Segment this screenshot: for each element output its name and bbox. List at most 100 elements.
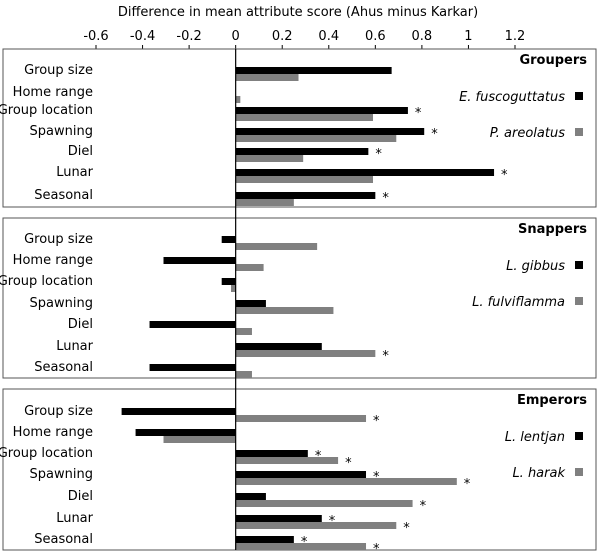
- legend-label-l-lentjan: L. lentjan: [505, 430, 565, 445]
- bar-snappers-l-gibbus-diel: [149, 321, 236, 328]
- category-label-group-size: Group size: [24, 232, 93, 247]
- bar-groupers-p-areolatus-seasonal: [235, 199, 294, 206]
- category-label-lunar: Lunar: [56, 511, 93, 526]
- category-label-diel: Diel: [68, 489, 93, 504]
- bar-snappers-l-gibbus-lunar: [235, 343, 322, 350]
- legend-swatch-l-harak: [575, 468, 583, 476]
- bar-snappers-l-gibbus-home-range: [163, 257, 236, 264]
- legend-label-l-harak: L. harak: [512, 466, 565, 481]
- x-tick-label-0: 0: [232, 29, 240, 44]
- significance-marker: *: [415, 106, 422, 121]
- x-axis-ticks: -0.6 -0.4 -0.2 0 0.2 0.4 0.6 0.8 1 1.2: [83, 29, 525, 49]
- category-label-group-size: Group size: [24, 404, 93, 419]
- bar-emperors-l-harak-spawning: [235, 478, 457, 485]
- significance-marker: *: [373, 470, 380, 485]
- bar-snappers-l-gibbus-group-location: [221, 278, 236, 285]
- category-label-diel: Diel: [68, 144, 93, 159]
- legend-label-l-fulviflamma: L. fulviflamma: [472, 295, 565, 310]
- legend-label-p-areolatus: P. areolatus: [490, 126, 565, 141]
- significance-marker: *: [375, 147, 382, 162]
- legend-swatch-l-gibbus: [575, 261, 583, 269]
- bar-emperors-l-harak-lunar: [235, 522, 397, 529]
- bar-emperors-l-lentjan-spawning: [235, 471, 367, 478]
- significance-marker: *: [373, 542, 380, 553]
- significance-marker: *: [501, 168, 508, 183]
- bar-emperors-l-lentjan-diel: [235, 493, 266, 500]
- bar-groupers-p-areolatus-spawning: [235, 135, 397, 142]
- category-label-group-location: Group location: [0, 446, 93, 461]
- panel-frame: [2, 217, 597, 379]
- significance-marker: *: [403, 521, 410, 536]
- significance-marker: *: [373, 414, 380, 429]
- legend-label-l-gibbus: L. gibbus: [506, 259, 565, 274]
- bar-snappers-l-fulviflamma-diel: [235, 328, 252, 335]
- legend-swatch-e-fuscoguttatus: [575, 92, 583, 100]
- panel-snappers: Snappers L. gibbus L. fulviflamma Group siz…: [0, 217, 597, 379]
- bar-emperors-l-lentjan-home-range: [135, 429, 236, 436]
- category-label-group-location: Group location: [0, 274, 93, 289]
- bar-emperors-l-harak-diel: [235, 500, 413, 507]
- x-tick-label-0-2: 0.2: [272, 29, 293, 44]
- category-label-lunar: Lunar: [56, 339, 93, 354]
- panel-title: Snappers: [518, 222, 587, 237]
- category-label-lunar: Lunar: [56, 165, 93, 180]
- panel-emperors: Emperors L. lentjan L. harak Group size * Hom…: [0, 388, 597, 553]
- bar-groupers-p-areolatus-diel: [235, 155, 304, 162]
- bar-emperors-l-harak-home-range: [163, 436, 236, 443]
- category-label-spawning: Spawning: [30, 467, 93, 482]
- bar-emperors-l-lentjan-seasonal: [235, 536, 294, 543]
- category-label-seasonal: Seasonal: [34, 532, 93, 547]
- panel-title: Emperors: [517, 393, 587, 408]
- category-label-home-range: Home range: [13, 253, 93, 268]
- significance-marker: *: [382, 349, 389, 364]
- bar-groupers-e-fuscoguttatus-spawning: [235, 128, 425, 135]
- bar-snappers-l-fulviflamma-spawning: [235, 307, 334, 314]
- bar-groupers-p-areolatus-group-size: [235, 74, 299, 81]
- category-label-spawning: Spawning: [30, 296, 93, 311]
- significance-marker: *: [420, 499, 427, 514]
- bar-emperors-l-harak-group-size: [235, 415, 367, 422]
- panels: Groupers E. fuscoguttatus P. areolatus Grou…: [0, 48, 597, 553]
- bar-snappers-l-gibbus-seasonal: [149, 364, 236, 371]
- significance-marker: *: [315, 449, 322, 464]
- category-label-seasonal: Seasonal: [34, 360, 93, 375]
- bar-snappers-l-gibbus-spawning: [235, 300, 266, 307]
- x-tick-label-0-8: 0.8: [412, 29, 433, 44]
- category-label-seasonal: Seasonal: [34, 188, 93, 203]
- x-tick-label-0-2: -0.2: [176, 29, 201, 44]
- bar-snappers-l-gibbus-group-size: [221, 236, 236, 243]
- bar-groupers-e-fuscoguttatus-seasonal: [235, 192, 376, 199]
- bar-snappers-l-fulviflamma-home-range: [235, 264, 264, 271]
- category-label-home-range: Home range: [13, 425, 93, 440]
- panel-title: Groupers: [519, 53, 587, 68]
- x-tick-label-0-4: 0.4: [318, 29, 339, 44]
- significance-marker: *: [329, 514, 336, 529]
- bar-groupers-p-areolatus-group-location: [235, 114, 374, 121]
- bar-emperors-l-lentjan-group-size: [121, 408, 236, 415]
- x-tick-label-1: 1: [464, 29, 472, 44]
- legend-swatch-p-areolatus: [575, 128, 583, 136]
- panel-groupers: Groupers E. fuscoguttatus P. areolatus Grou…: [0, 48, 597, 208]
- category-label-spawning: Spawning: [30, 124, 93, 139]
- bar-emperors-l-lentjan-lunar: [235, 515, 322, 522]
- bar-groupers-e-fuscoguttatus-diel: [235, 148, 369, 155]
- significance-marker: *: [464, 477, 471, 492]
- x-tick-label-0-6: 0.6: [365, 29, 386, 44]
- bar-snappers-l-fulviflamma-seasonal: [235, 371, 252, 378]
- legend-swatch-l-lentjan: [575, 432, 583, 440]
- category-label-group-location: Group location: [0, 103, 93, 118]
- bar-snappers-l-fulviflamma-group-location: [231, 285, 236, 292]
- category-label-home-range: Home range: [13, 85, 93, 100]
- x-tick-label-0-6: -0.6: [83, 29, 108, 44]
- x-axis-title: Difference in mean attribute score (Ahus…: [118, 5, 478, 20]
- bar-emperors-l-harak-seasonal: [235, 543, 367, 550]
- significance-marker: *: [382, 191, 389, 206]
- bar-groupers-e-fuscoguttatus-group-location: [235, 107, 408, 114]
- bar-groupers-e-fuscoguttatus-lunar: [235, 169, 495, 176]
- bar-emperors-l-harak-group-location: [235, 457, 339, 464]
- significance-marker: *: [431, 127, 438, 142]
- panel-frame: [2, 48, 597, 208]
- x-tick-label-0-4: -0.4: [130, 29, 155, 44]
- category-label-group-size: Group size: [24, 63, 93, 78]
- significance-marker: *: [301, 535, 308, 550]
